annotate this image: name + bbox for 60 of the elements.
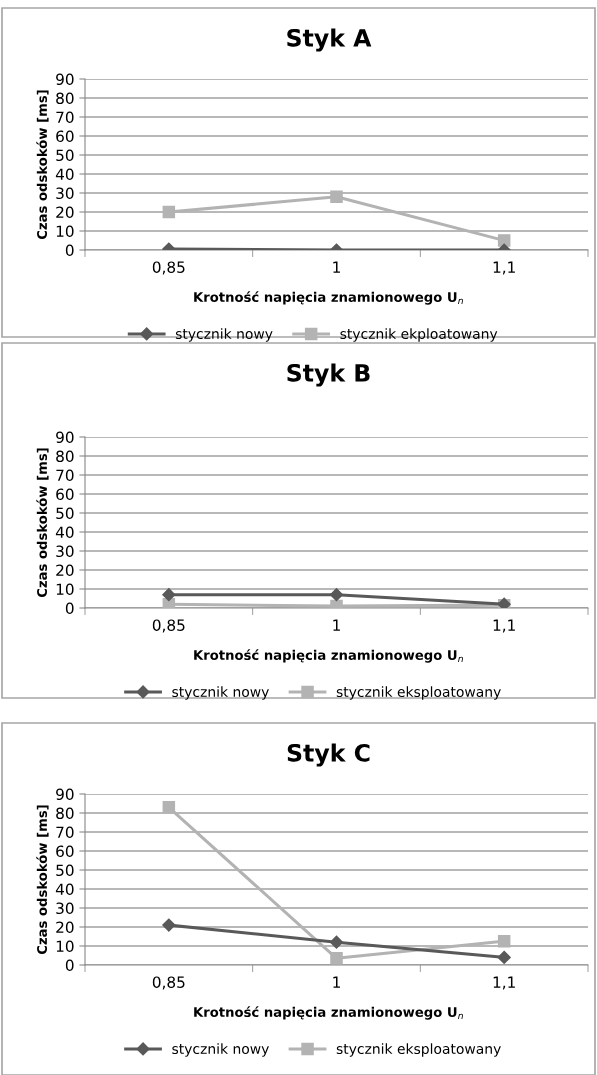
y-tick-label: 60: [56, 845, 74, 858]
legend-label: stycznik nowy: [172, 1043, 269, 1057]
chart-title: Styk A: [287, 28, 372, 52]
x-tick-label: 0,85: [152, 261, 185, 275]
y-tick-label: 90: [56, 431, 74, 444]
y-tick-label: 40: [55, 883, 74, 896]
x-axis-title: Krotność napięcia znamionowego U$_{n}$: [194, 1006, 463, 1020]
y-tick-label: 70: [56, 826, 74, 839]
y-tick-label: 30: [56, 545, 74, 558]
y-tick-label: 80: [56, 450, 74, 463]
y-tick-label: 90: [56, 788, 74, 801]
legend-label: stycznik nowy: [175, 328, 273, 342]
y-tick-label: 80: [56, 807, 74, 820]
x-tick-label: 1,1: [493, 619, 515, 633]
x-tick-label: 1: [333, 619, 340, 631]
y-tick-label: 20: [56, 564, 74, 577]
y-tick-label: 80: [56, 92, 74, 105]
point: [330, 952, 343, 965]
chart-title: Styk B: [287, 363, 370, 387]
y-tick-label: 70: [56, 469, 74, 482]
chart-title: Styk C: [287, 743, 370, 767]
legend-label: stycznik eksploatowany: [336, 686, 501, 700]
y-tick-label: 50: [56, 507, 74, 520]
y-tick-label: 40: [55, 526, 74, 539]
y-tick-label: 30: [56, 187, 74, 200]
point: [162, 918, 176, 932]
y-tick-label: 30: [56, 902, 74, 915]
x-axis-title: Krotność napięcia znamionowego U$_{n}$: [194, 649, 463, 663]
y-tick-label: 40: [55, 168, 74, 181]
y-tick-label: 50: [56, 149, 74, 162]
y-axis-title: Czas odskoków [ms]: [36, 448, 49, 598]
legend-label: stycznik ekploatowany: [340, 328, 498, 342]
y-tick-label: 60: [56, 488, 74, 501]
point: [497, 934, 511, 948]
legend-label: stycznik eksploatowany: [336, 1043, 501, 1057]
x-tick-label: 0,85: [152, 976, 185, 990]
x-tick-label: 0,85: [152, 619, 185, 633]
x-tick-label: 1: [333, 261, 340, 273]
x-tick-label: 1: [333, 976, 340, 988]
legend-label: stycznik nowy: [172, 686, 269, 700]
y-tick-label: 0: [65, 959, 74, 972]
y-tick-label: 90: [56, 73, 74, 86]
y-tick-label: 20: [56, 206, 74, 219]
y-axis-title: Czas odskoków [ms]: [36, 90, 49, 240]
y-tick-label: 0: [65, 602, 74, 615]
point: [329, 935, 344, 949]
x-tick-label: 1,1: [493, 976, 515, 990]
y-tick-label: 70: [56, 111, 74, 124]
y-tick-label: 10: [56, 940, 74, 953]
y-tick-label: 10: [56, 583, 74, 596]
y-tick-label: 60: [56, 130, 74, 143]
y-tick-label: 20: [56, 921, 74, 934]
point: [162, 801, 176, 814]
y-tick-label: 50: [56, 864, 74, 877]
y-axis-title: Czas odskoków [ms]: [36, 805, 49, 955]
x-tick-label: 1,1: [493, 261, 515, 275]
point: [497, 950, 511, 964]
y-tick-label: 10: [56, 225, 74, 238]
y-tick-label: 0: [65, 244, 74, 257]
x-axis-title: Krotność napięcia znamionowego U$_{n}$: [194, 291, 463, 305]
